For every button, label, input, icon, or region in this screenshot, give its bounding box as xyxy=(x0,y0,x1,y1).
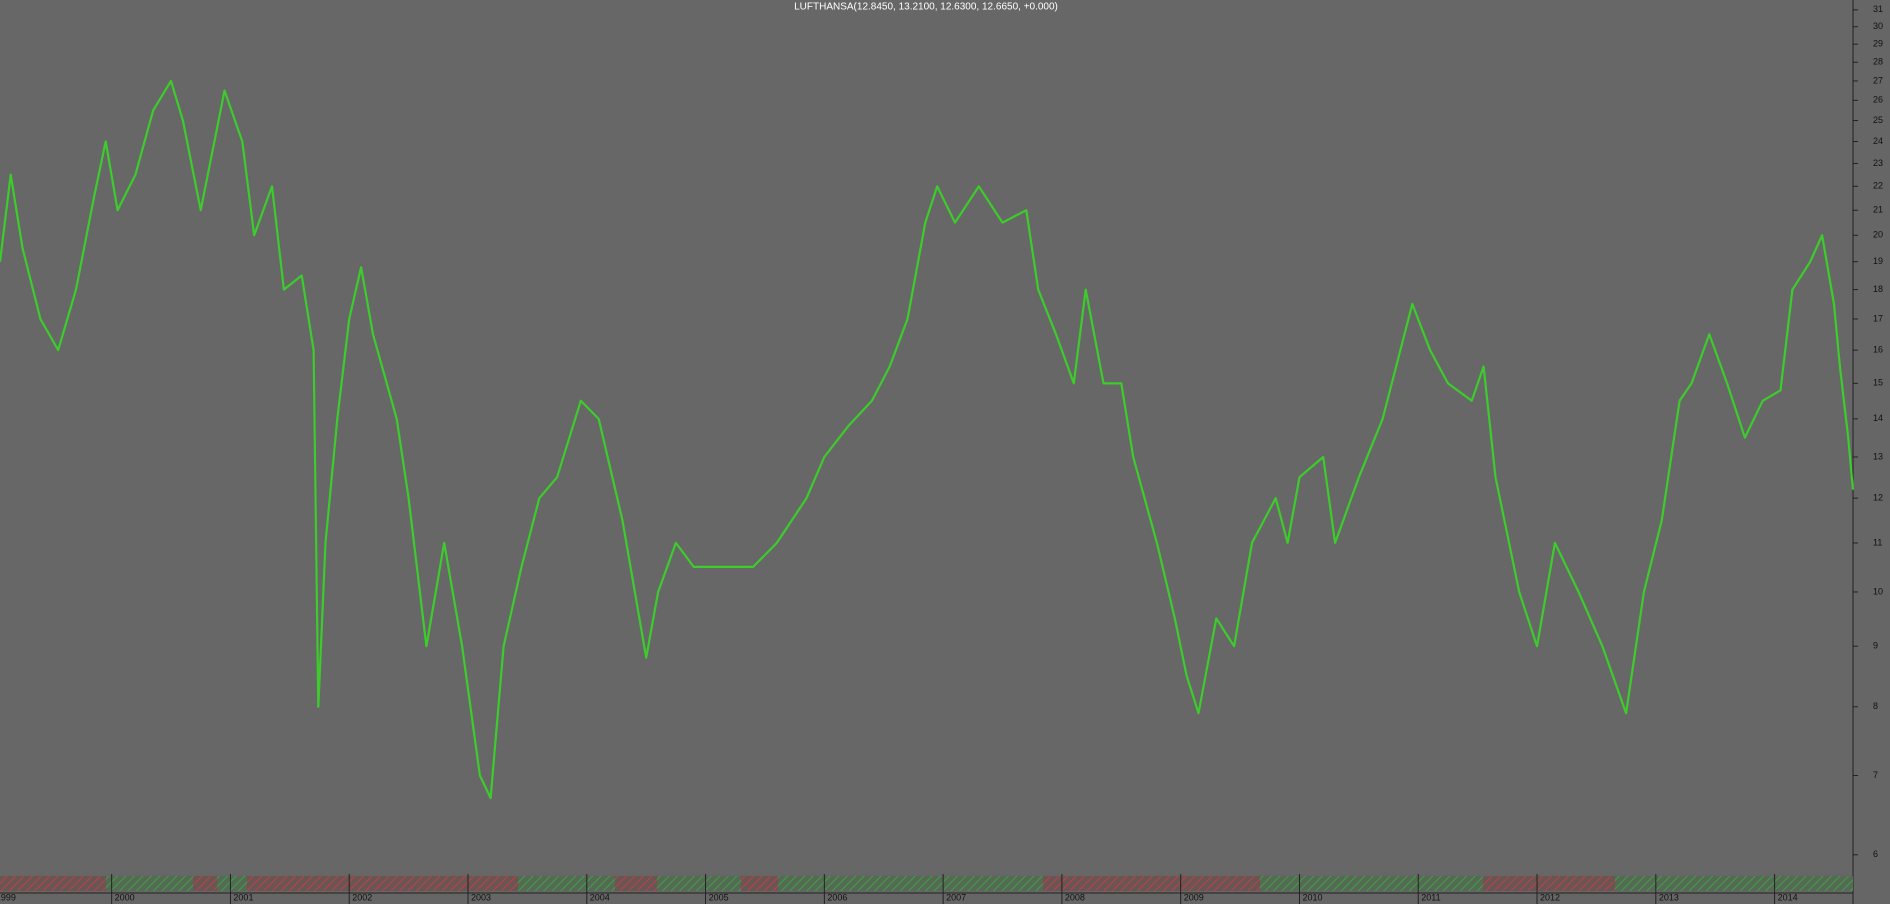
x-tick-label: 2005 xyxy=(709,892,729,902)
y-tick-label: 26 xyxy=(1873,95,1883,105)
x-tick-label: 2012 xyxy=(1540,892,1560,902)
y-tick-label: 16 xyxy=(1873,345,1883,355)
x-tick-label: 2009 xyxy=(1184,892,1204,902)
signal-band xyxy=(1483,876,1615,891)
y-tick-label: 21 xyxy=(1873,205,1883,215)
x-tick-label: 2008 xyxy=(1065,892,1085,902)
y-tick-label: 22 xyxy=(1873,181,1883,191)
y-tick-label: 24 xyxy=(1873,136,1883,146)
signal-band xyxy=(0,876,106,891)
x-tick-label: 2002 xyxy=(352,892,372,902)
chart-title: LUFTHANSA(12.8450, 13.2100, 12.6300, 12.… xyxy=(794,2,1058,13)
y-tick-label: 20 xyxy=(1873,230,1883,240)
x-tick-label: 2004 xyxy=(590,892,610,902)
signal-band xyxy=(1043,876,1260,891)
x-tick-label: 2001 xyxy=(233,892,253,902)
y-tick-label: 19 xyxy=(1873,256,1883,266)
signal-band xyxy=(657,876,741,891)
signal-band xyxy=(106,876,193,891)
signal-band xyxy=(518,876,615,891)
y-tick-label: 29 xyxy=(1873,39,1883,49)
y-tick-label: 27 xyxy=(1873,75,1883,85)
y-tick-label: 13 xyxy=(1873,451,1883,461)
x-tick-label: 2010 xyxy=(1302,892,1322,902)
y-tick-label: 30 xyxy=(1873,21,1883,31)
x-tick-label: 2003 xyxy=(471,892,491,902)
y-tick-label: 18 xyxy=(1873,284,1883,294)
x-tick-label: 2000 xyxy=(115,892,135,902)
signal-band xyxy=(193,876,217,891)
y-tick-label: 8 xyxy=(1873,701,1878,711)
y-tick-label: 9 xyxy=(1873,641,1878,651)
x-tick-label: 2006 xyxy=(827,892,847,902)
y-tick-label: 10 xyxy=(1873,586,1883,596)
signal-band xyxy=(247,876,518,891)
y-tick-label: 23 xyxy=(1873,158,1883,168)
y-tick-label: 25 xyxy=(1873,115,1883,125)
signal-band xyxy=(1615,876,1853,891)
y-tick-label: 11 xyxy=(1873,537,1882,547)
y-tick-label: 12 xyxy=(1873,493,1883,503)
y-tick-label: 14 xyxy=(1873,413,1883,423)
signal-band xyxy=(778,876,1043,891)
y-tick-label: 15 xyxy=(1873,378,1883,388)
plot-area xyxy=(0,0,1853,874)
y-tick-label: 7 xyxy=(1873,770,1878,780)
signal-band xyxy=(217,876,247,891)
signal-band xyxy=(1260,876,1483,891)
x-tick-label: 2007 xyxy=(946,892,966,902)
x-tick-label: 2013 xyxy=(1659,892,1679,902)
x-tick-label: 2011 xyxy=(1421,892,1440,902)
y-tick-label: 28 xyxy=(1873,57,1883,67)
signal-strip xyxy=(0,876,1853,891)
price-line xyxy=(0,79,1855,800)
signal-band xyxy=(741,876,778,891)
x-tick-label: 2014 xyxy=(1778,892,1798,902)
signal-band xyxy=(615,876,657,891)
y-tick-label: 31 xyxy=(1873,4,1883,14)
y-tick-label: 6 xyxy=(1873,849,1878,859)
y-tick-label: 17 xyxy=(1873,313,1883,323)
